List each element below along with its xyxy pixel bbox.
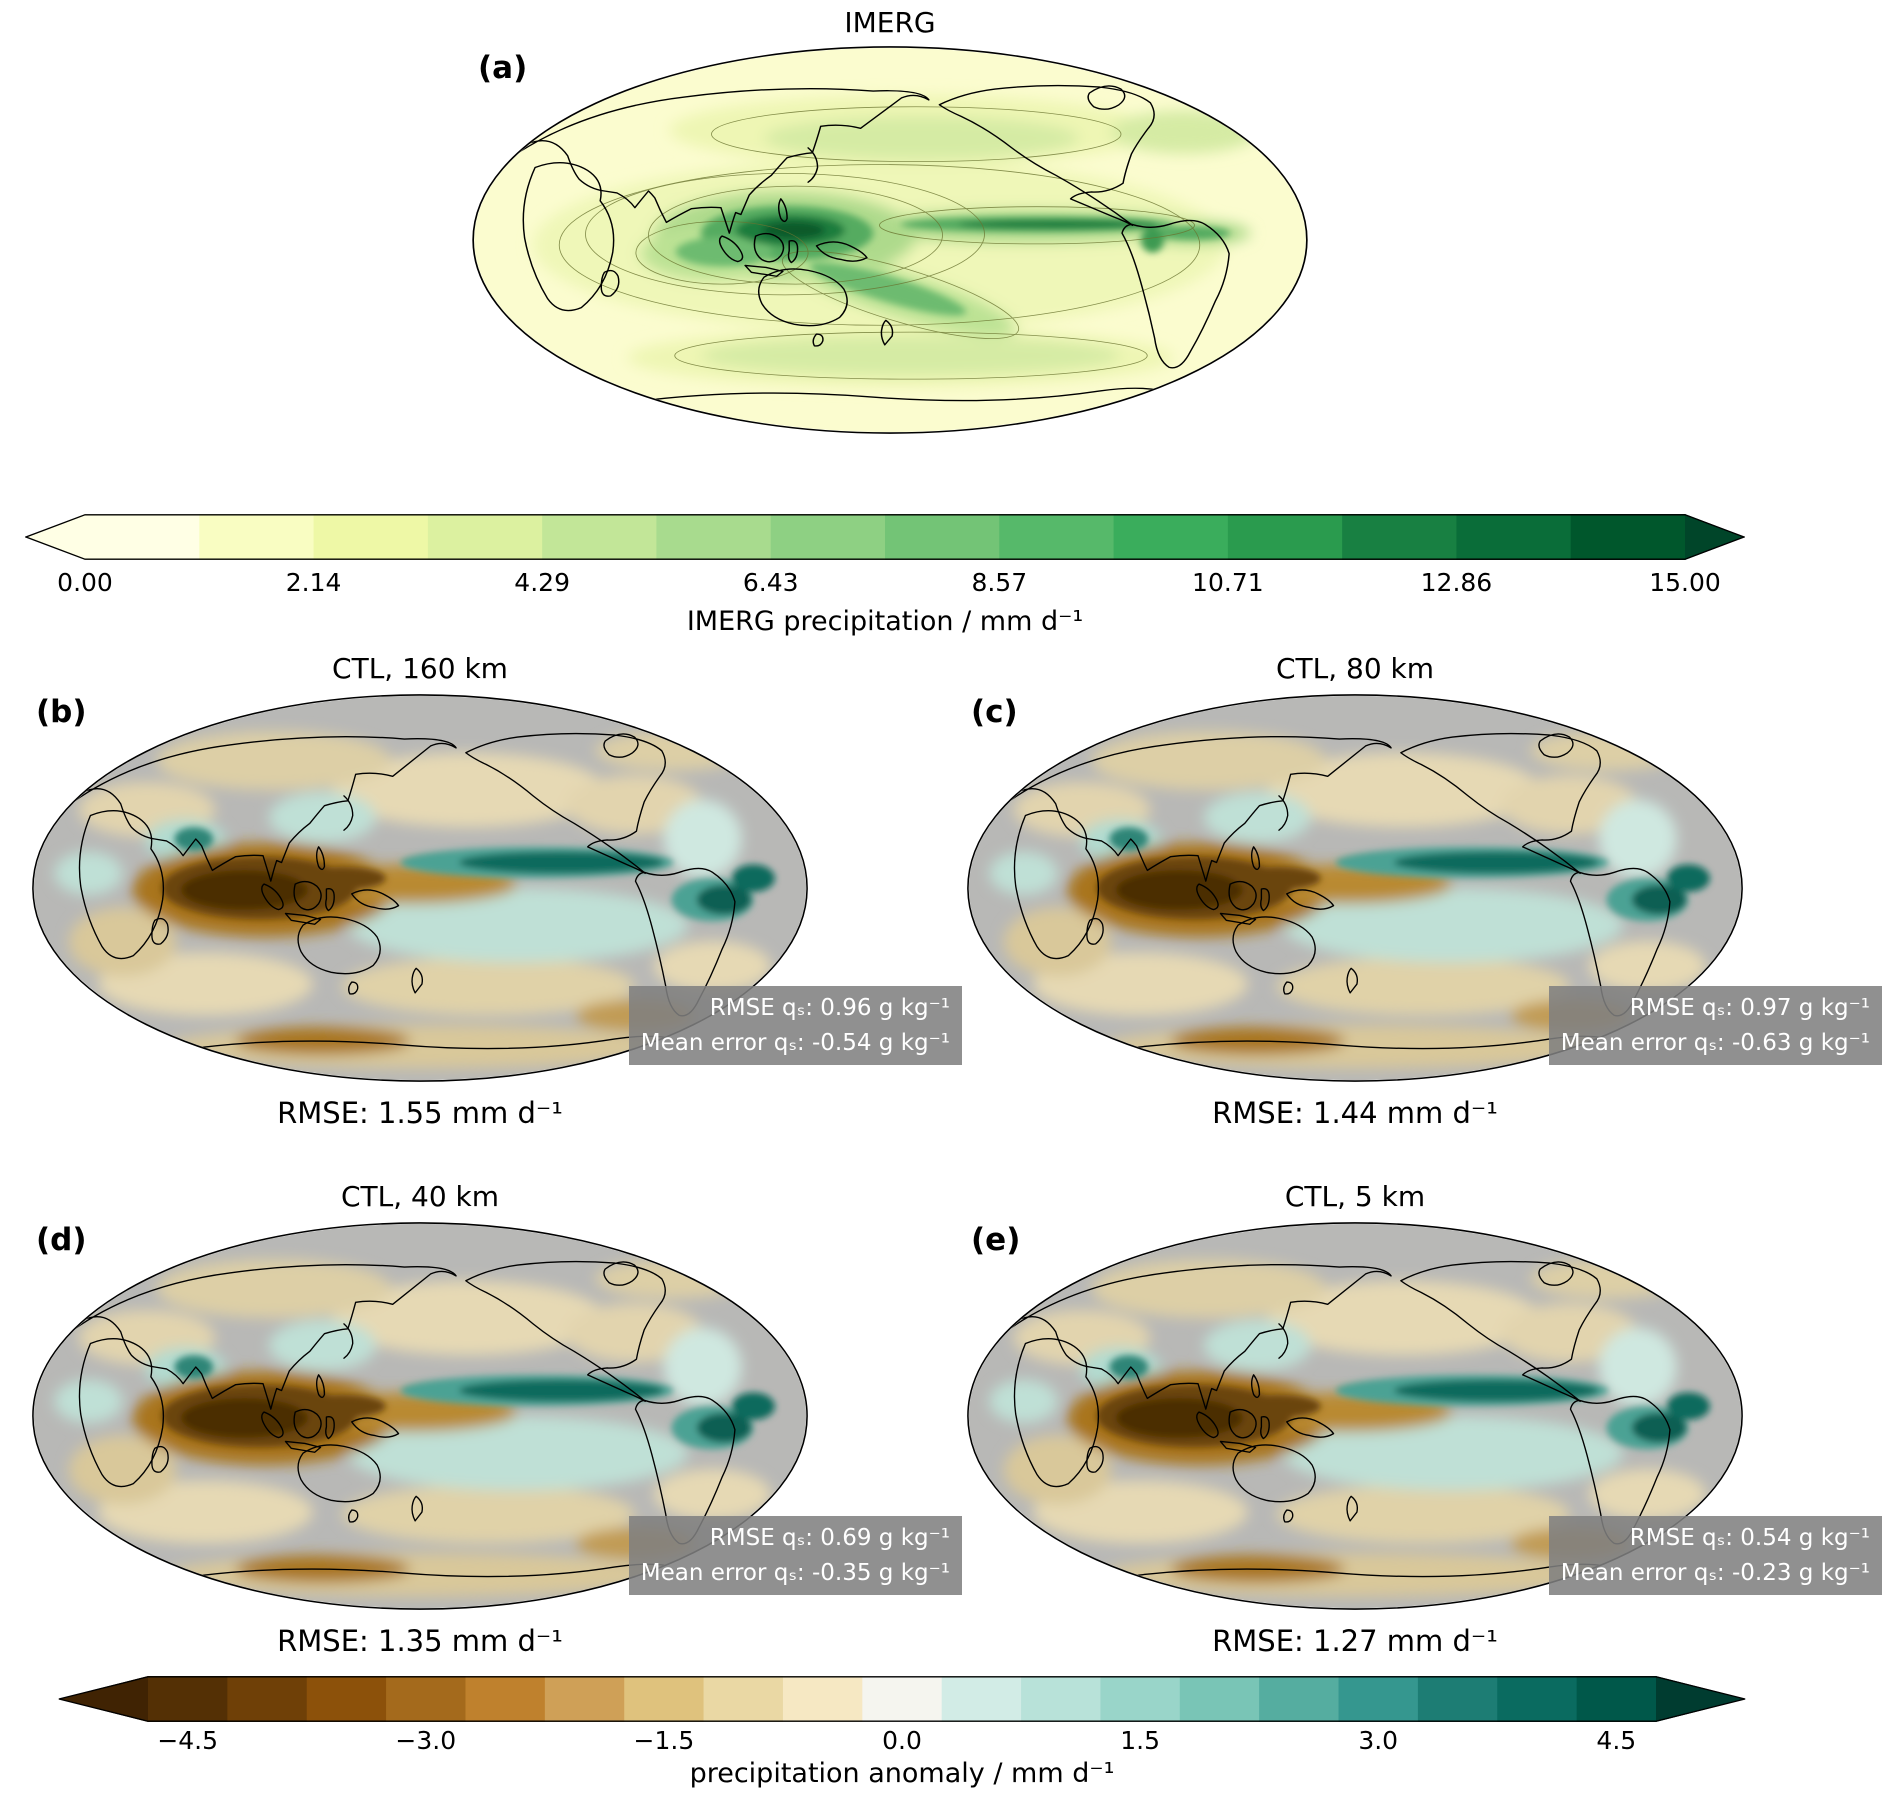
colorbar-anomaly <box>58 1676 1746 1722</box>
colorbar-precip-label: IMERG precipitation / mm d⁻¹ <box>686 606 1084 637</box>
panel-c-stat-box: RMSE qₛ: 0.97 g kg⁻¹ Mean error qₛ: -0.6… <box>1548 986 1882 1065</box>
colorbar-tick-label: 8.57 <box>971 568 1028 597</box>
colorbar-anomaly-ticks: −4.5 −3.0 −1.5 0.0 1.5 3.0 4.5 <box>58 1726 1746 1758</box>
colorbar-tick-label: 0.0 <box>882 1726 922 1755</box>
panel-c-title: CTL, 80 km <box>1275 652 1435 685</box>
colorbar-tick-label: 3.0 <box>1358 1726 1399 1755</box>
colorbar-tick-label: −1.5 <box>633 1726 695 1755</box>
colorbar-tick-label: 6.43 <box>742 568 799 597</box>
panel-b-title: CTL, 160 km <box>332 652 508 685</box>
colorbar-tick-label: 4.5 <box>1596 1726 1637 1755</box>
colorbar-anomaly-label: precipitation anomaly / mm d⁻¹ <box>689 1758 1115 1789</box>
panel-b-rmse-qs: RMSE qₛ: 0.96 g kg⁻¹ <box>709 995 950 1021</box>
colorbar-tick-label: 15.00 <box>1649 568 1721 597</box>
panel-b-stat-box: RMSE qₛ: 0.96 g kg⁻¹ Mean error qₛ: -0.5… <box>628 986 962 1065</box>
panel-b-mean-error-qs: Mean error qₛ: -0.54 g kg⁻¹ <box>640 1029 950 1056</box>
colorbar-tick-label: 10.71 <box>1192 568 1264 597</box>
panel-e-rmse-qs: RMSE qₛ: 0.54 g kg⁻¹ <box>1629 1525 1870 1551</box>
panel-e-rmse: RMSE: 1.27 mm d⁻¹ <box>1212 1624 1498 1658</box>
panel-b-label: (b) <box>36 694 87 730</box>
panel-d-mean-error-qs: Mean error qₛ: -0.35 g kg⁻¹ <box>640 1559 950 1586</box>
colorbar-tick-label: 4.29 <box>514 568 570 597</box>
colorbar-tick-label: 1.5 <box>1120 1726 1160 1755</box>
panel-a-label: (a) <box>478 50 528 86</box>
panel-c-mean-error-qs: Mean error qₛ: -0.63 g kg⁻¹ <box>1560 1029 1870 1056</box>
colorbar-precip <box>24 514 1746 560</box>
colorbar-tick-label: 12.86 <box>1420 568 1493 597</box>
panel-c-rmse: RMSE: 1.44 mm d⁻¹ <box>1212 1096 1498 1130</box>
panel-e-label: (e) <box>971 1222 1021 1258</box>
colorbar-tick-label: 2.14 <box>285 568 342 597</box>
panel-b-rmse: RMSE: 1.55 mm d⁻¹ <box>277 1096 563 1130</box>
panel-a-title: IMERG <box>844 6 936 39</box>
panel-e-stat-box: RMSE qₛ: 0.54 g kg⁻¹ Mean error qₛ: -0.2… <box>1548 1516 1882 1595</box>
panel-d-rmse-qs: RMSE qₛ: 0.69 g kg⁻¹ <box>709 1525 950 1551</box>
colorbar-tick-label: −3.0 <box>395 1726 457 1755</box>
colorbar-precip-ticks: 0.00 2.14 4.29 6.43 8.57 10.71 12.86 15.00 <box>25 568 1745 600</box>
panel-d-rmse: RMSE: 1.35 mm d⁻¹ <box>277 1624 563 1658</box>
panel-d-label: (d) <box>36 1222 87 1258</box>
panel-e-mean-error-qs: Mean error qₛ: -0.23 g kg⁻¹ <box>1560 1559 1870 1586</box>
panel-d-title: CTL, 40 km <box>340 1180 500 1213</box>
panel-d-stat-box: RMSE qₛ: 0.69 g kg⁻¹ Mean error qₛ: -0.3… <box>628 1516 962 1595</box>
colorbar-tick-label: −4.5 <box>157 1726 219 1755</box>
panel-e-title: CTL, 5 km <box>1284 1180 1426 1213</box>
panel-c-label: (c) <box>971 694 1018 730</box>
colorbar-tick-label: 0.00 <box>57 568 113 597</box>
map-imerg <box>470 44 1310 436</box>
panel-c-rmse-qs: RMSE qₛ: 0.97 g kg⁻¹ <box>1629 995 1870 1021</box>
